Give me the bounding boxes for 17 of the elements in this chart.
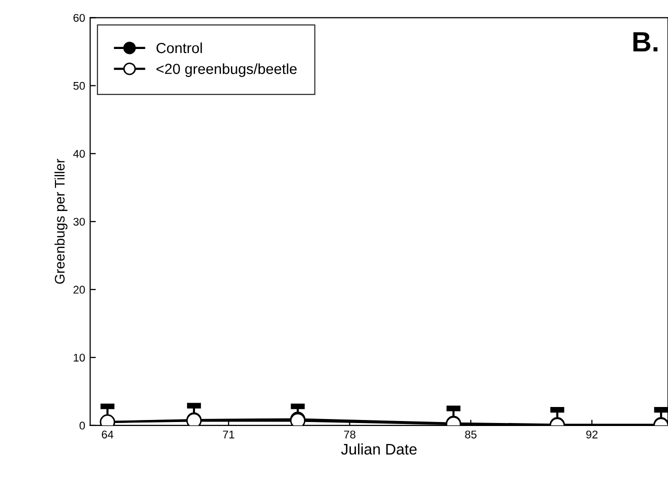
x-tick-label: 92: [586, 430, 598, 438]
legend-label: Control: [156, 42, 202, 54]
x-tick-label: 64: [102, 430, 114, 438]
y-tick-label: 0: [80, 422, 85, 430]
y-tick-label: 30: [73, 218, 85, 226]
annotation: B.: [633, 32, 658, 52]
legend-label: <20 greenbugs/beetle: [156, 63, 297, 77]
x-axis-title: Julian Date: [341, 443, 417, 455]
x-tick-label: 71: [222, 430, 234, 438]
y-tick-label: 20: [74, 286, 85, 294]
y-tick-label: 40: [73, 150, 85, 158]
y-axis-title: Greenbugs per Tiller: [54, 158, 68, 284]
y-tick-label: 50: [73, 82, 85, 90]
y-tick-label: 60: [74, 14, 85, 22]
x-tick-label: 85: [465, 430, 476, 438]
y-tick-label: 10: [74, 354, 85, 362]
x-tick-label: 78: [344, 430, 356, 438]
